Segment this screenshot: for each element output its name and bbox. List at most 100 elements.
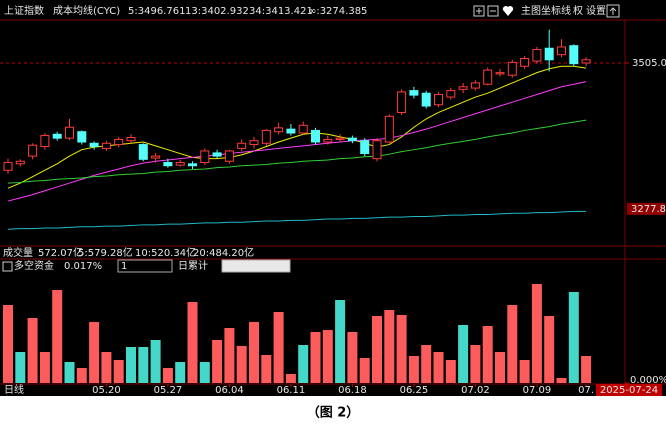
main-subtitle: 成本均线(CYC)	[53, 4, 120, 17]
bar	[359, 358, 370, 383]
bar	[458, 325, 469, 383]
period-value: 1	[121, 261, 127, 272]
legend-entry: 13:3402.932	[185, 6, 249, 17]
bar	[126, 347, 136, 383]
zoom-out[interactable]	[487, 5, 499, 17]
candle-body	[89, 142, 99, 147]
candle-body	[237, 142, 247, 149]
candle-body	[495, 72, 505, 75]
bar	[285, 374, 296, 383]
bar	[52, 290, 63, 383]
help-icon[interactable]	[2, 261, 13, 272]
candle-body	[421, 92, 431, 107]
date-box	[596, 384, 662, 396]
collapse-icon	[609, 7, 617, 15]
bar	[322, 330, 333, 383]
candle-body	[409, 90, 419, 96]
bar	[568, 292, 579, 383]
candle-body	[188, 163, 197, 167]
candle-body	[138, 144, 148, 160]
bar	[76, 368, 87, 383]
candle-body	[458, 86, 468, 90]
bar	[372, 316, 382, 383]
candle-body	[261, 129, 271, 144]
bar	[408, 356, 419, 383]
marker-label: 3277.8	[631, 204, 666, 215]
tool-button[interactable]: 坐标线	[541, 4, 571, 17]
candle-body	[101, 142, 111, 149]
bar	[310, 332, 321, 383]
style-select[interactable]	[221, 259, 291, 273]
legend-entry: 34:3413.421	[249, 6, 313, 17]
candle-body	[65, 126, 74, 139]
bar	[298, 345, 309, 383]
legend-entry: 5:3496.761	[128, 6, 185, 17]
tool-button[interactable]: 主图	[521, 5, 541, 17]
main-title: 上证指数	[4, 4, 44, 17]
bar	[236, 346, 247, 383]
ma-line	[7, 81, 587, 202]
bar	[519, 360, 530, 383]
bar	[396, 315, 407, 383]
x-tick-label: 05.27	[154, 385, 183, 396]
candle-body	[335, 137, 345, 140]
period-select[interactable]	[117, 259, 173, 273]
bar	[150, 340, 161, 383]
last-date: 2025-07-24	[600, 385, 658, 396]
favorite[interactable]	[502, 6, 514, 16]
candle-body	[298, 124, 308, 134]
candle-body	[52, 133, 62, 139]
zoom-in-icon	[476, 8, 482, 14]
collapse[interactable]	[606, 4, 620, 18]
bar	[581, 356, 592, 383]
bar	[27, 318, 38, 383]
candle-body	[557, 46, 566, 56]
volume-ma: 20:484.20亿	[193, 246, 254, 259]
ma-line	[7, 119, 587, 184]
candle-body	[397, 91, 407, 113]
candle-body	[28, 144, 38, 157]
tool-button[interactable]: 权	[573, 4, 583, 17]
candle-body	[286, 128, 296, 134]
bar	[470, 345, 481, 383]
style-value: 同向柱	[225, 259, 255, 272]
candle-body	[175, 162, 185, 166]
candle-body	[434, 93, 443, 106]
candle-body	[114, 138, 124, 146]
bar	[175, 362, 186, 383]
marker-box	[627, 202, 665, 215]
bar	[64, 362, 75, 383]
candle-body	[3, 162, 13, 171]
bar	[384, 310, 395, 383]
candle-body	[347, 137, 357, 142]
bar	[495, 352, 505, 383]
tool-button[interactable]: 设置	[586, 5, 606, 17]
bar	[113, 360, 124, 383]
bar	[556, 378, 567, 383]
background	[0, 0, 666, 396]
bar	[347, 332, 358, 383]
candle-body	[372, 140, 382, 160]
bar	[89, 322, 100, 383]
bar	[212, 340, 223, 383]
candle-body	[224, 150, 234, 162]
zoom-in[interactable]	[473, 5, 485, 17]
candle-body	[544, 47, 554, 61]
candle-body	[470, 82, 480, 89]
candle-body	[200, 150, 210, 164]
candle-body	[77, 131, 87, 143]
bar	[3, 305, 13, 383]
candle-body	[40, 135, 50, 147]
candle-body	[384, 115, 394, 143]
bar	[335, 300, 346, 383]
x-tick-label: 06.11	[277, 385, 306, 396]
x-tick-label: 07.09	[523, 385, 552, 396]
bar	[138, 347, 149, 383]
caption: （图 2）	[307, 405, 360, 421]
x-tick-label: 06.25	[400, 385, 429, 396]
candle-body	[274, 127, 284, 133]
bar	[445, 360, 456, 383]
x-tick-label: 05.20	[92, 385, 121, 396]
